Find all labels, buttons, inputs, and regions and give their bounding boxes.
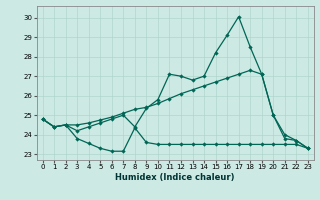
X-axis label: Humidex (Indice chaleur): Humidex (Indice chaleur) (116, 173, 235, 182)
